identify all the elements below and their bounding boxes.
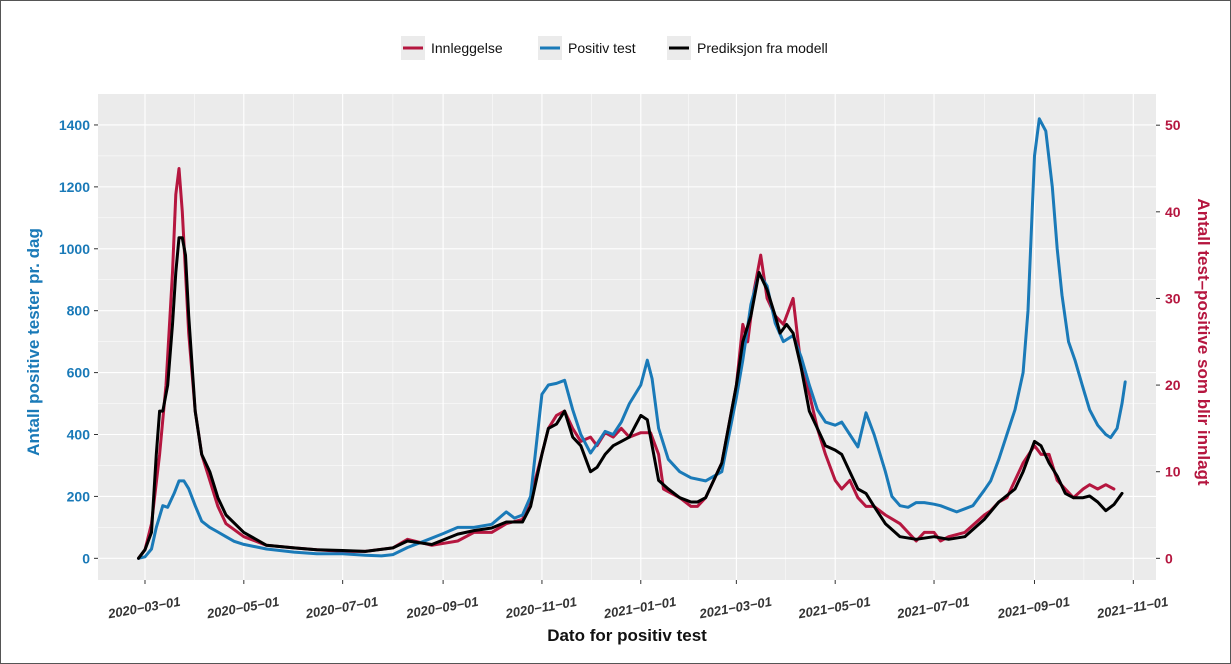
gridlines: [98, 94, 1156, 580]
legend-label-prediksjon: Prediksjon fra modell: [697, 40, 828, 56]
y-left-tick-label: 200: [67, 488, 91, 504]
x-tick-label: 2021−09−01: [995, 594, 1071, 622]
x-tick-label: 2021−07−01: [895, 594, 971, 622]
x-tick-label: 2021−05−01: [796, 594, 872, 622]
y-right-tick-label: 0: [1165, 550, 1173, 566]
x-tick-label: 2021−03−01: [697, 594, 773, 622]
x-axis-title: Dato for positiv test: [547, 626, 707, 645]
series-layer: [137, 117, 1127, 560]
y-right-tick-label: 50: [1165, 117, 1181, 133]
y-left-tick-label: 800: [67, 303, 91, 319]
series-line-positiv-test: [137, 117, 1127, 560]
x-tick-label: 2021−11−01: [1095, 594, 1170, 621]
y-axis-title-left: Antall positive tester pr. dag: [24, 228, 43, 456]
x-tick-label: 2020−11−01: [503, 594, 578, 621]
series-line-prediksjon: [137, 236, 1124, 560]
x-tick-label: 2020−05−01: [205, 594, 281, 622]
y-left-tick-label: 1400: [59, 117, 90, 133]
x-tick-label: 2021−01−01: [602, 594, 678, 622]
y-right-tick-label: 20: [1165, 377, 1181, 393]
legend-label-innleggelse: Innleggelse: [431, 40, 503, 56]
legend: Innleggelse Positiv test Prediksjon fra mo…: [401, 36, 828, 60]
y-right-tick-label: 40: [1165, 204, 1181, 220]
y-left-tick-label: 1200: [59, 179, 90, 195]
plot-panel: [98, 94, 1156, 580]
y-left-tick-label: 1000: [59, 241, 90, 257]
y-left-tick-label: 600: [67, 365, 91, 381]
y-left-tick-label: 400: [67, 427, 91, 443]
x-tick-label: 2020−03−01: [106, 594, 182, 622]
x-tick-label: 2020−07−01: [304, 594, 380, 622]
legend-label-positiv-test: Positiv test: [568, 40, 636, 56]
x-tick-label: 2020−09−01: [404, 594, 480, 622]
y-right-tick-label: 30: [1165, 290, 1181, 306]
y-axis-title-right: Antall test–positive som blir innlagt: [1194, 198, 1213, 485]
y-left-tick-label: 0: [82, 550, 90, 566]
y-right-tick-label: 10: [1165, 464, 1181, 480]
